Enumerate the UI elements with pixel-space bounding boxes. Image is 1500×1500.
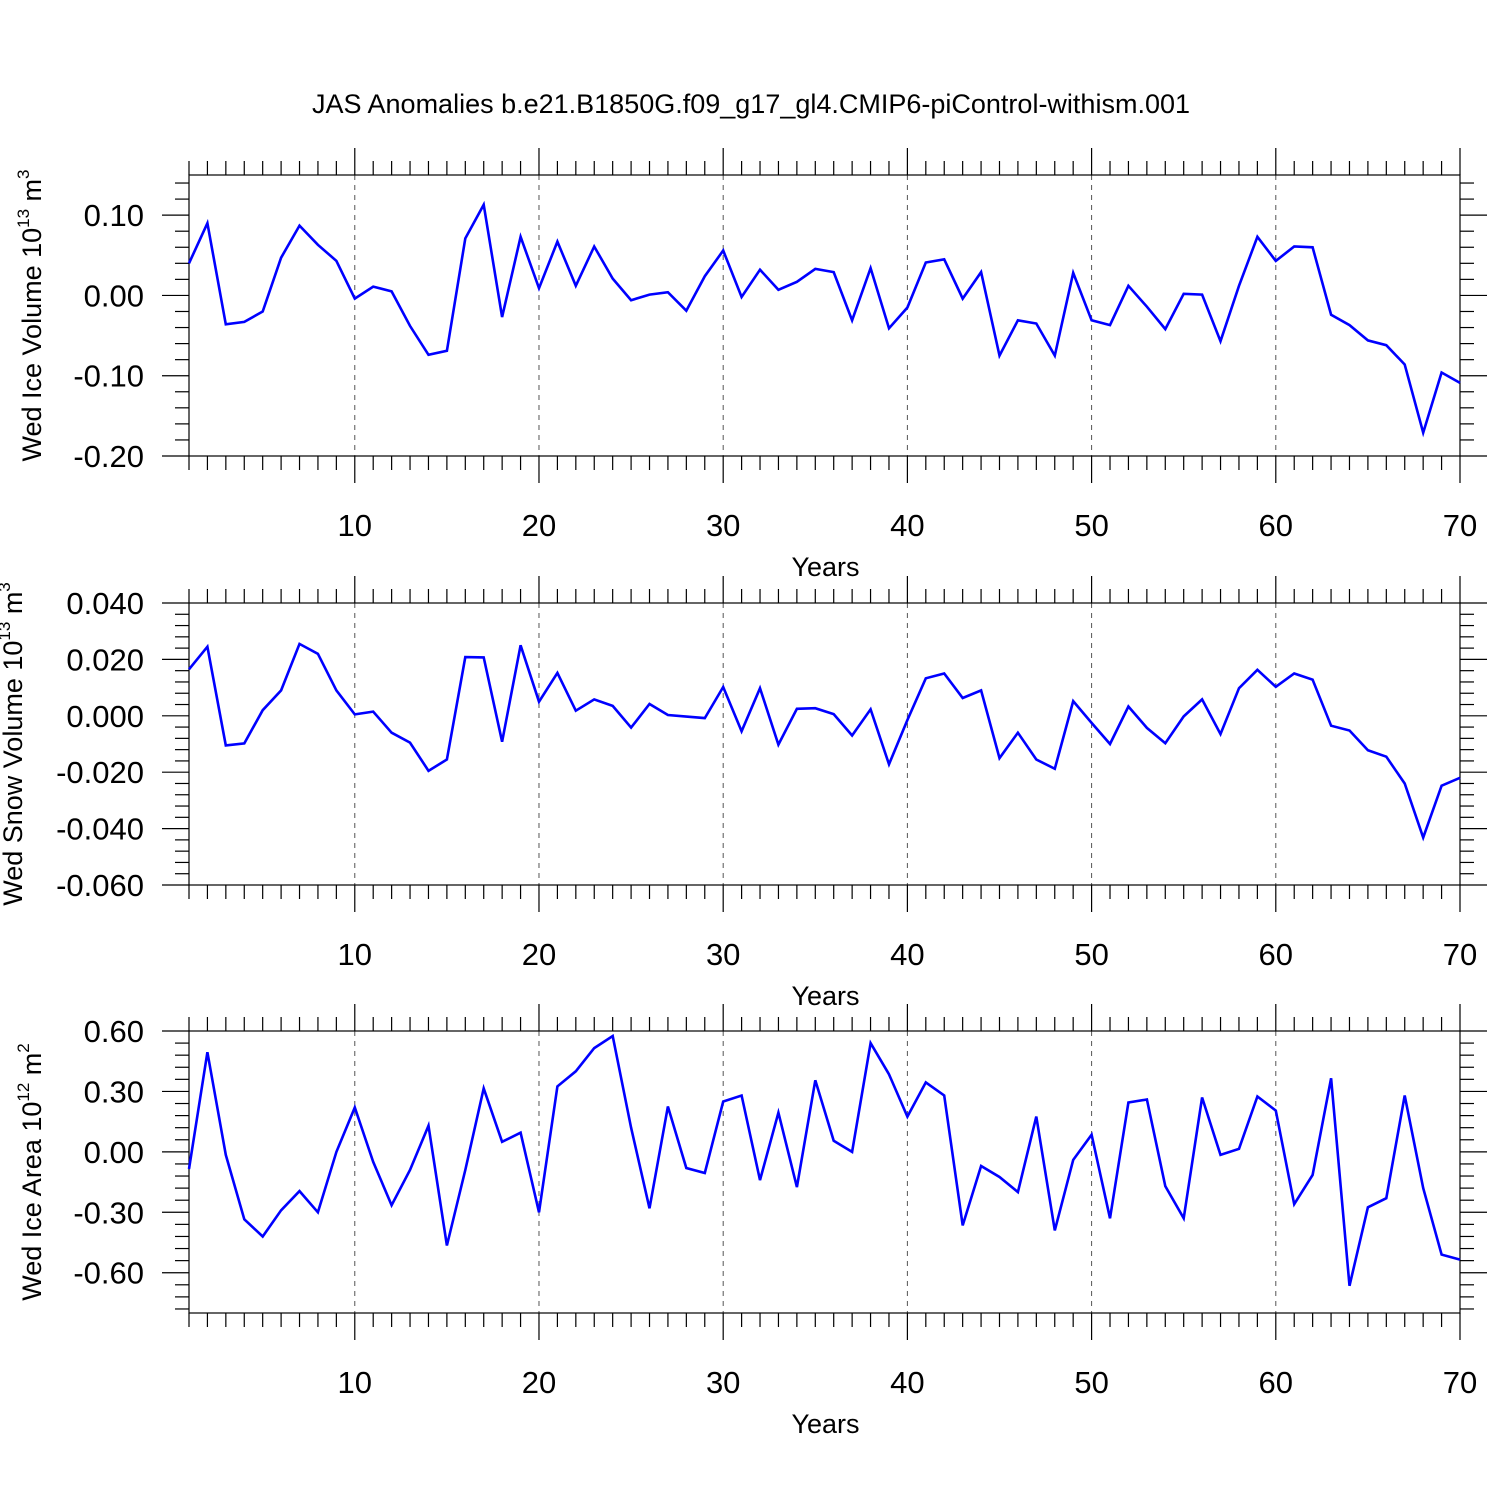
y-tick-label: 0.30 [84,1074,144,1109]
x-tick-label: 40 [890,508,924,543]
x-axis-title: Years [791,1409,859,1439]
x-tick-label: 50 [1074,508,1108,543]
y-tick-label: -0.020 [56,755,144,790]
x-tick-label: 30 [706,508,740,543]
x-tick-label: 70 [1443,508,1477,543]
plot-frame [188,174,1461,457]
y-tick-label: -0.60 [73,1256,144,1291]
x-tick-label: 20 [522,508,556,543]
plot-frame [188,1030,1461,1314]
y-axis-title: Wed Ice Volume 1013 m3 [14,169,47,461]
y-tick-label: -0.10 [73,359,144,394]
x-tick-label: 40 [890,937,924,972]
x-tick-label: 20 [522,1365,556,1400]
x-tick-label: 10 [338,937,372,972]
y-axis-title: Wed Snow Volume 1013 m3 [0,582,28,906]
x-tick-label: 60 [1259,508,1293,543]
panel-1: 10 20 30 40 50 60 70 0.10 0.00 -0.10 -0.20 Years Wed… [14,148,1487,582]
x-tick-label: 40 [890,1365,924,1400]
plot-frame [188,602,1461,886]
y-tick-label: -0.20 [73,439,144,474]
y-tick-label: 0.000 [66,699,144,734]
panel-3: 10 20 30 40 50 60 70 0.60 0.30 0.00 -0.30 -0.60 Year… [14,1004,1487,1439]
y-tick-label: -0.30 [73,1195,144,1230]
x-tick-label: 20 [522,937,556,972]
x-tick-label: 60 [1259,1365,1293,1400]
x-tick-label: 70 [1443,937,1477,972]
x-tick-label: 50 [1074,1365,1108,1400]
x-tick-label: 10 [338,508,372,543]
y-axis-title: Wed Ice Area 1012 m2 [14,1043,47,1301]
y-tick-label: 0.00 [84,1135,144,1170]
series-line [187,642,1461,842]
x-tick-label: 30 [706,937,740,972]
x-tick-label: 10 [338,1365,372,1400]
panel-2: 10 20 30 40 50 60 70 0.040 0.020 0.000 -0.020 -0.04… [0,576,1487,1011]
x-tick-label: 70 [1443,1365,1477,1400]
x-tick-label: 30 [706,1365,740,1400]
x-tick-label: 50 [1074,937,1108,972]
y-tick-label: 0.60 [84,1014,144,1049]
chart-title: JAS Anomalies b.e21.B1850G.f09_g17_gl4.C… [312,89,1190,119]
x-axis-title: Years [791,552,859,582]
series-line [187,1033,1461,1287]
x-axis-title: Years [791,981,859,1011]
y-tick-label: 0.020 [66,642,144,677]
y-tick-label: -0.040 [56,812,144,847]
y-tick-label: -0.060 [56,868,144,903]
y-tick-label: 0.00 [84,278,144,313]
y-tick-label: 0.10 [84,198,144,233]
x-tick-label: 60 [1259,937,1293,972]
y-tick-label: 0.040 [66,586,144,621]
series-line [187,200,1461,438]
